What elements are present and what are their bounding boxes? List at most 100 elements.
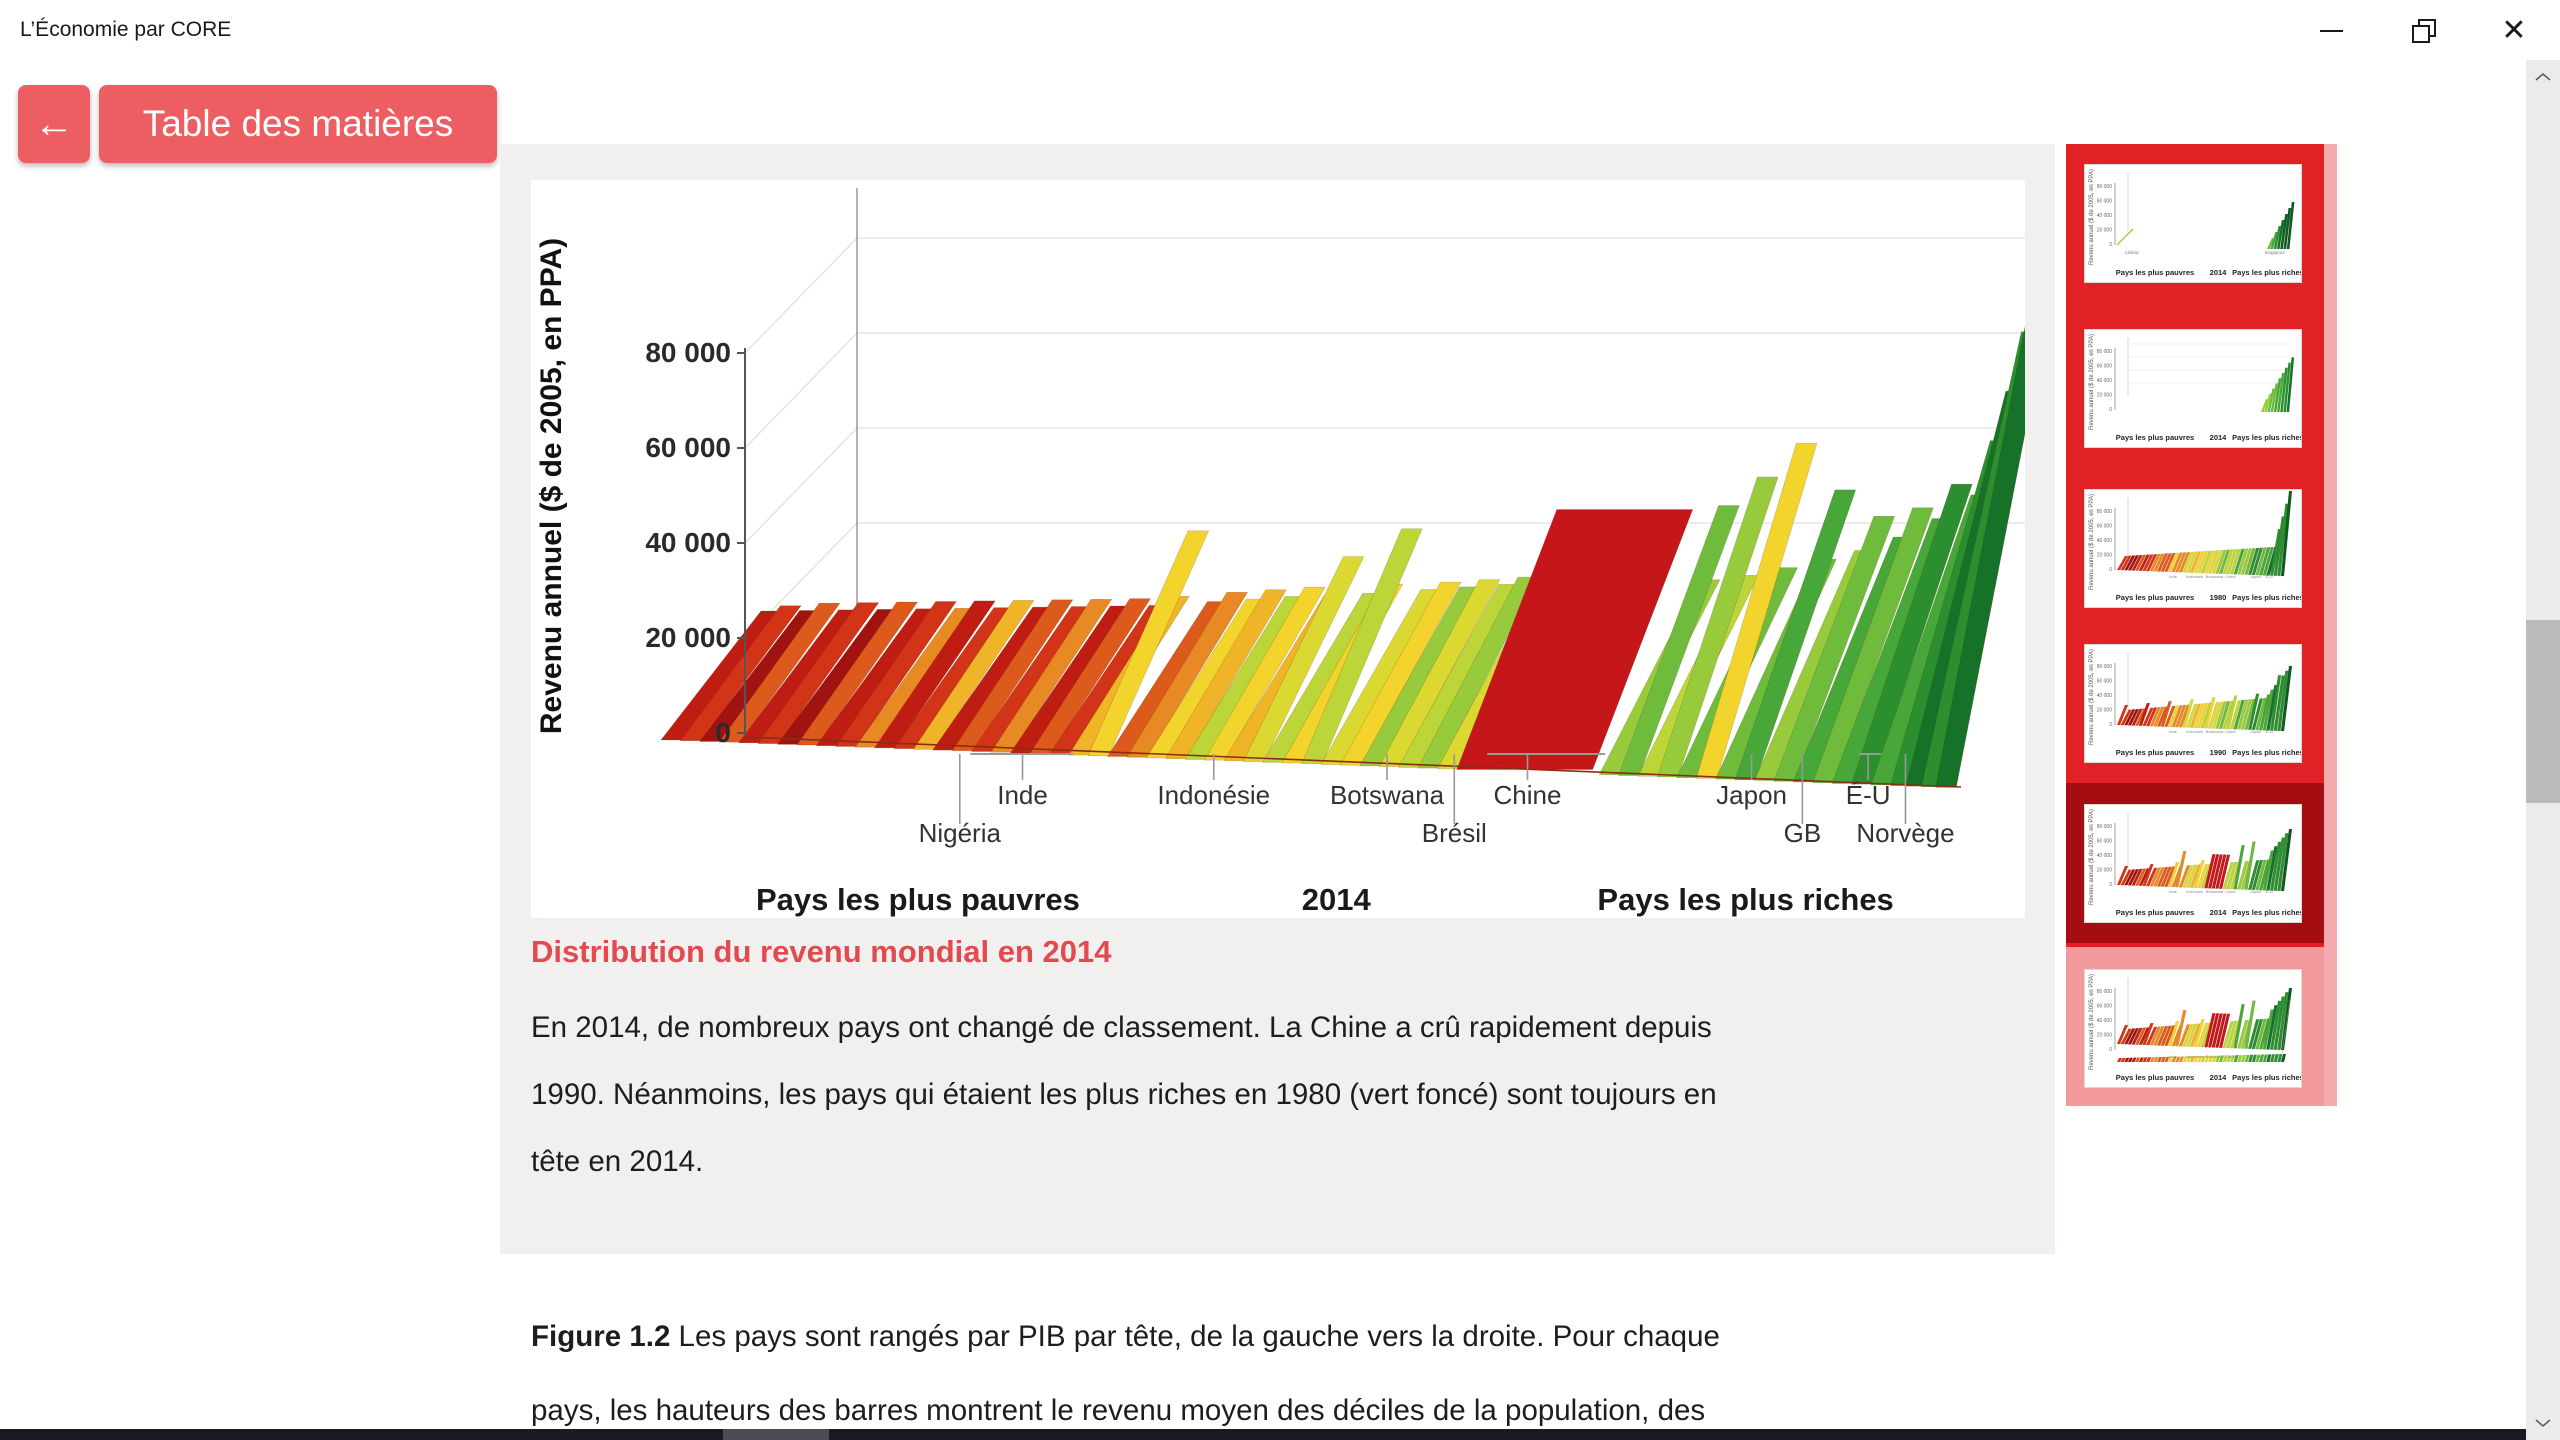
svg-text:Botswana: Botswana [2206,889,2224,894]
svg-text:20 000: 20 000 [2097,228,2113,234]
svg-text:20 000: 20 000 [2097,393,2113,399]
svg-text:20 000: 20 000 [2097,553,2113,559]
close-icon: ✕ [2501,14,2527,47]
figure-thumbnail-3[interactable]: Revenu annuel ($ de 2005, en PPA) 0 20 000… [2084,489,2304,608]
svg-text:Chine: Chine [1494,780,1562,810]
svg-text:Pays les plus pauvres: Pays les plus pauvres [2116,268,2194,277]
figure-heading: Distribution du revenu mondial en 2014 [531,934,1112,969]
back-arrow-icon: ← [34,101,74,146]
back-button[interactable]: ← [18,85,90,163]
restore-button[interactable] [2390,6,2454,56]
svg-text:Pays les plus riches: Pays les plus riches [2232,1073,2301,1082]
svg-text:0: 0 [2109,882,2112,888]
thumbnail-chart: Revenu annuel ($ de 2005, en PPA) 0 20 000… [2085,490,2304,607]
svg-text:60 000: 60 000 [2097,524,2113,530]
horizontal-scrollbar[interactable] [0,1429,2526,1440]
svg-text:0: 0 [2109,242,2112,248]
svg-text:40 000: 40 000 [2097,853,2113,859]
svg-text:Chine: Chine [2225,1054,2236,1059]
svg-text:0: 0 [2109,407,2112,413]
svg-text:80 000: 80 000 [2097,664,2113,670]
svg-text:80 000: 80 000 [2097,824,2113,830]
figure-thumbnail-4[interactable]: Revenu annuel ($ de 2005, en PPA) 0 20 000… [2084,644,2304,763]
svg-text:60 000: 60 000 [2097,679,2113,685]
svg-text:Pays les plus riches: Pays les plus riches [2232,908,2301,917]
thumbnail-chart: Revenu annuel ($ de 2005, en PPA) 0 20 000… [2085,970,2304,1087]
vertical-scrollbar-thumb[interactable] [2526,620,2560,803]
svg-text:Revenu annuel ($ de 2005, en P: Revenu annuel ($ de 2005, en PPA) [2089,334,2095,430]
svg-text:Botswana: Botswana [2206,574,2224,579]
figure-number-label: Figure 1.2 [531,1320,671,1353]
svg-text:2014: 2014 [2210,433,2228,442]
svg-text:Chine: Chine [2225,889,2236,894]
figure-thumbnail-6-highlighted[interactable]: Revenu annuel ($ de 2005, en PPA) 0 20 000… [2084,969,2304,1088]
scrollbar-up-button[interactable] [2526,62,2560,92]
svg-text:É-U: É-U [2266,1054,2273,1059]
thumbnail-chart: Revenu annuel ($ de 2005, en PPA) 0 20 000… [2085,165,2304,282]
svg-text:0: 0 [2109,722,2112,728]
svg-text:Inde: Inde [2169,729,2178,734]
svg-text:60 000: 60 000 [2097,199,2113,205]
svg-text:Pays les plus pauvres: Pays les plus pauvres [2116,1073,2194,1082]
restore-icon [2411,18,2436,43]
figure-thumbnail-1[interactable]: Revenu annuel ($ de 2005, en PPA) 0 20 000… [2084,164,2304,283]
figure-thumbnail-2[interactable]: Revenu annuel ($ de 2005, en PPA) 0 20 000… [2084,329,2304,448]
svg-text:Chine: Chine [2225,574,2236,579]
svg-text:É-U: É-U [2266,574,2273,579]
svg-text:60 000: 60 000 [645,432,731,463]
caption-line-2: pays, les hauteurs des barres montrent l… [531,1394,1706,1427]
svg-text:Revenu annuel ($ de 2005, en P: Revenu annuel ($ de 2005, en PPA) [2089,494,2095,590]
svg-text:20 000: 20 000 [645,622,731,653]
svg-text:Inde: Inde [997,780,1048,810]
svg-text:Pays les plus riches: Pays les plus riches [2232,433,2301,442]
income-distribution-chart: 0 20 000 40 000 60 000 80 000 Revenu annuel (… [531,180,2057,918]
svg-text:40 000: 40 000 [645,527,731,558]
svg-text:0: 0 [2109,567,2112,573]
svg-text:40 000: 40 000 [2097,538,2113,544]
svg-text:Pays les plus riches: Pays les plus riches [1597,882,1893,917]
svg-text:80 000: 80 000 [2097,184,2113,190]
minimize-button[interactable] [2299,6,2363,56]
svg-text:Indonésie: Indonésie [2186,889,2204,894]
svg-text:1990: 1990 [2210,748,2227,757]
svg-text:Japon: Japon [2250,574,2261,579]
svg-text:80 000: 80 000 [2097,989,2113,995]
chevron-up-icon [2535,72,2551,81]
svg-text:Japon: Japon [2250,729,2261,734]
svg-text:Pays les plus riches: Pays les plus riches [2232,748,2301,757]
svg-text:Japon: Japon [2250,1054,2261,1059]
close-button[interactable]: ✕ [2482,6,2546,56]
caption-line-1: Figure 1.2 Les pays sont rangés par PIB … [531,1320,1720,1353]
thumbnail-chart: Revenu annuel ($ de 2005, en PPA) 0 20 000… [2085,330,2304,447]
svg-text:Indonésie: Indonésie [2186,574,2204,579]
svg-text:2014: 2014 [2210,1073,2228,1082]
figure-thumbnail-5-selected[interactable]: Revenu annuel ($ de 2005, en PPA) 0 20 000… [2084,804,2304,923]
svg-text:Revenu annuel ($ de 2005, en P: Revenu annuel ($ de 2005, en PPA) [2089,974,2095,1070]
svg-text:Revenu annuel ($ de 2005, en P: Revenu annuel ($ de 2005, en PPA) [2089,169,2095,265]
svg-text:40 000: 40 000 [2097,213,2113,219]
svg-text:Chine: Chine [2225,729,2236,734]
svg-text:80 000: 80 000 [2097,349,2113,355]
toc-button-label: Table des matières [142,103,454,144]
sidebar-scroll-strip[interactable] [2324,144,2337,1106]
svg-text:60 000: 60 000 [2097,1004,2113,1010]
svg-text:20 000: 20 000 [2097,1033,2113,1039]
svg-text:Norvège: Norvège [1856,818,1954,848]
scrollbar-down-button[interactable] [2526,1408,2560,1438]
svg-text:40 000: 40 000 [2097,1018,2113,1024]
svg-text:2014: 2014 [1302,882,1372,917]
svg-text:Japon: Japon [1716,780,1787,810]
chevron-down-icon [2535,1419,2551,1428]
table-of-contents-button[interactable]: Table des matières [99,85,497,163]
svg-text:Brésil: Brésil [1422,818,1487,848]
svg-text:Singapour: Singapour [2264,250,2285,255]
svg-text:Botswana: Botswana [1330,780,1445,810]
thumbnail-chart: Revenu annuel ($ de 2005, en PPA) 0 20 000… [2085,645,2304,762]
horizontal-scrollbar-thumb[interactable] [723,1429,829,1440]
svg-text:Pays les plus riches: Pays les plus riches [2232,593,2301,602]
svg-text:Revenu annuel ($ de 2005, en P: Revenu annuel ($ de 2005, en PPA) [2089,809,2095,905]
figure-panel: 0 20 000 40 000 60 000 80 000 Revenu annuel (… [500,144,2057,1254]
svg-text:Indonésie: Indonésie [2186,1054,2204,1059]
figure-description: En 2014, de nombreux pays ont changé de … [531,1011,1717,1178]
